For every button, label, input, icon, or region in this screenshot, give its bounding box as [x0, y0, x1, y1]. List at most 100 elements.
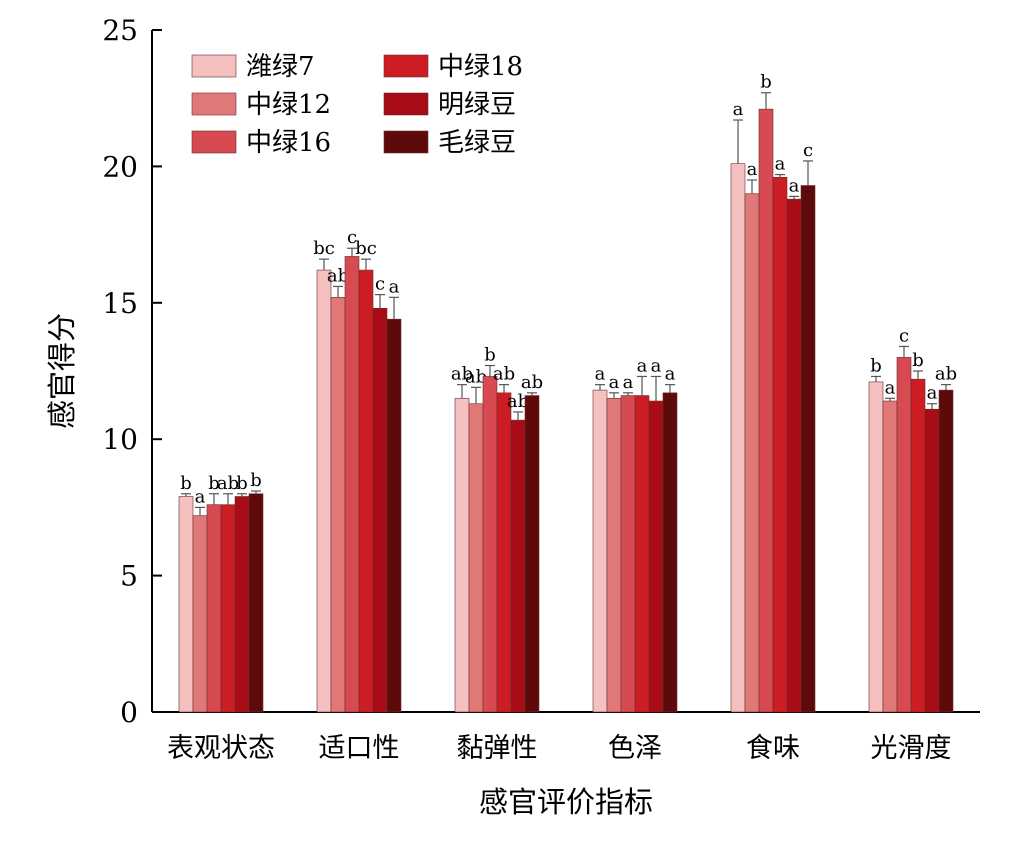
bar	[606, 397, 622, 713]
significance-label: a	[733, 99, 744, 120]
bar	[938, 389, 954, 713]
legend-item: 明绿豆	[383, 90, 516, 120]
significance-label: c	[803, 140, 813, 161]
bar	[882, 400, 898, 713]
significance-label: b	[912, 350, 924, 371]
y-tick-group: 0 5 10 15 20 25	[102, 14, 162, 729]
significance-label: ab	[327, 265, 349, 286]
significance-label: b	[250, 470, 262, 491]
significance-label: a	[775, 154, 786, 175]
y-tick-label: 25	[102, 14, 138, 47]
significance-label: ab	[521, 372, 543, 393]
bar	[220, 504, 236, 713]
significance-label: a	[665, 364, 676, 385]
bar	[744, 193, 760, 713]
significance-label: ab	[935, 364, 957, 385]
significance-label: c	[375, 274, 385, 295]
legend-item: 中绿18	[383, 52, 523, 82]
bar	[730, 163, 746, 713]
bar	[454, 397, 470, 713]
bar	[358, 269, 374, 713]
bar	[648, 400, 664, 713]
x-tick-label: 适口性	[319, 733, 400, 764]
bar	[524, 395, 540, 713]
x-tick-label: 表观状态	[167, 733, 275, 764]
legend-item: 中绿16	[191, 128, 331, 158]
legend-label: 毛绿豆	[438, 128, 516, 158]
bar	[800, 185, 816, 713]
legend-swatch	[191, 92, 237, 116]
bar	[772, 177, 788, 713]
bar	[510, 419, 526, 713]
x-tick-label: 食味	[746, 733, 800, 764]
significance-label: bc	[313, 238, 335, 259]
y-axis-title: 感官得分	[45, 313, 79, 429]
bar	[234, 496, 250, 713]
y-tick-label: 15	[102, 287, 138, 320]
significance-label: b	[180, 473, 192, 494]
significance-label: a	[927, 383, 938, 404]
bar	[620, 395, 636, 713]
bar	[896, 357, 912, 713]
x-axis-title: 感官评价指标	[479, 785, 653, 819]
y-tick-label: 0	[120, 696, 138, 729]
x-axis: 表观状态 适口性 黏弹性 色泽 食味 光滑度 感官评价指标	[152, 704, 980, 819]
significance-label: ab	[493, 364, 515, 385]
bar	[482, 376, 498, 713]
significance-label: b	[236, 473, 248, 494]
bar	[468, 403, 484, 713]
significance-label: a	[623, 372, 634, 393]
bar	[910, 378, 926, 713]
bar	[192, 515, 208, 713]
bar	[662, 392, 678, 713]
significance-label: a	[651, 355, 662, 376]
legend-swatch	[383, 130, 429, 154]
bar	[344, 256, 360, 713]
significance-label: c	[347, 227, 357, 248]
significance-label: a	[789, 175, 800, 196]
y-tick-label: 20	[102, 150, 138, 183]
significance-label: ab	[451, 364, 473, 385]
significance-label: ab	[507, 391, 529, 412]
significance-label: c	[899, 325, 909, 346]
x-tick-label: 黏弹性	[457, 733, 538, 764]
significance-label: b	[208, 473, 220, 494]
bar	[868, 381, 884, 713]
bar	[386, 318, 402, 713]
bar	[206, 504, 222, 713]
bar	[786, 198, 802, 713]
legend-swatch	[191, 130, 237, 154]
significance-label: ab	[465, 366, 487, 387]
significance-label: bc	[355, 238, 377, 259]
significance-label: a	[595, 364, 606, 385]
legend-item: 毛绿豆	[383, 128, 516, 158]
bar	[178, 496, 194, 713]
y-axis: 0 5 10 15 20 25 感官得分	[45, 14, 162, 729]
significance-label: ab	[217, 473, 239, 494]
significance-label: b	[870, 355, 882, 376]
legend-label: 中绿12	[246, 90, 331, 120]
bar	[758, 108, 774, 713]
significance-label: a	[389, 276, 400, 297]
x-tick-label: 色泽	[608, 733, 662, 764]
y-tick-label: 10	[102, 423, 138, 456]
significance-label: a	[747, 159, 758, 180]
legend-label: 中绿18	[438, 52, 523, 82]
legend-swatch	[383, 54, 429, 78]
legend-swatch	[383, 92, 429, 116]
bar	[496, 392, 512, 713]
bar	[330, 297, 346, 713]
significance-label: a	[885, 377, 896, 398]
significance-label: a	[609, 372, 620, 393]
legend-label: 潍绿7	[246, 52, 315, 82]
legend-item: 中绿12	[191, 90, 331, 120]
significance-label: b	[484, 345, 496, 366]
bar	[592, 389, 608, 713]
significance-label: a	[637, 355, 648, 376]
legend-label: 明绿豆	[438, 90, 516, 120]
legend-swatch	[191, 54, 237, 78]
legend-item: 潍绿7	[191, 52, 315, 82]
